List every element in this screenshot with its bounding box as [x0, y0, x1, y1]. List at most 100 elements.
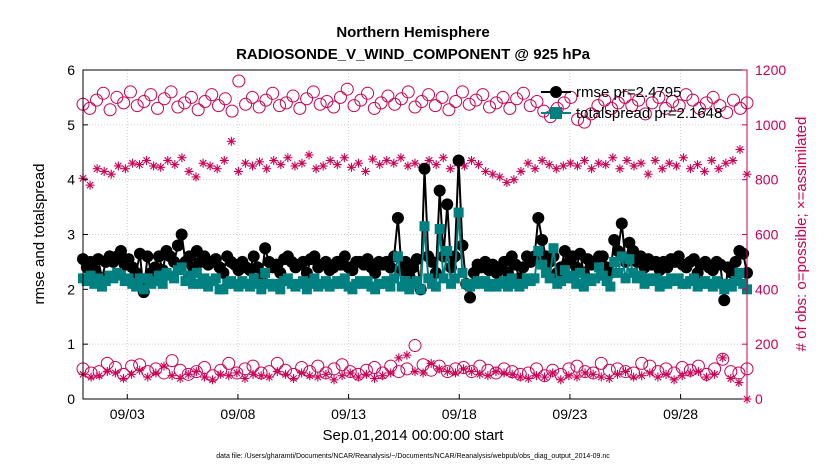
- assimilated-point: [410, 367, 420, 377]
- y-axis-label-right: # of obs: o=possible; ×=assimilated: [793, 117, 810, 352]
- totalspread-point: [457, 267, 468, 278]
- assimilated-point: [588, 369, 598, 379]
- totalspread-point: [430, 281, 441, 292]
- possible-point: [340, 82, 354, 96]
- totalspread-point: [597, 270, 608, 281]
- right-tick-label: 800: [755, 172, 779, 188]
- possible-point: [598, 93, 612, 107]
- x-tick-labels: 09/03 09/08 09/13 09/18 09/23 09/28: [110, 406, 699, 422]
- totalspread-point: [256, 284, 267, 295]
- assimilated-point: [502, 177, 512, 187]
- assimilated-point: [483, 371, 493, 381]
- assimilated-point: [264, 372, 274, 382]
- assimilated-point: [167, 371, 177, 381]
- assimilated-point: [637, 371, 647, 381]
- assimilated-point: [622, 155, 632, 165]
- left-tick-labels: 0 1 2 3 4 5 6: [67, 62, 75, 407]
- assimilated-point: [491, 367, 501, 377]
- totalspread-point: [385, 281, 396, 292]
- possible-point: [319, 366, 333, 380]
- possible-point: [259, 93, 273, 107]
- possible-point: [638, 107, 652, 121]
- possible-point: [171, 100, 185, 114]
- assimilated-point: [396, 153, 406, 163]
- assimilated-point: [677, 371, 687, 381]
- possible-point: [435, 90, 449, 104]
- assimilated-point: [604, 373, 614, 383]
- assimilated-point: [544, 160, 554, 170]
- assimilated-point: [305, 371, 315, 381]
- assimilated-point: [313, 372, 323, 382]
- assimilated-point: [523, 158, 533, 168]
- totalspread-point: [233, 281, 244, 292]
- assimilated-point: [177, 153, 187, 163]
- assimilated-point: [183, 369, 193, 379]
- possible-point: [293, 101, 307, 115]
- totalspread-point: [688, 273, 699, 284]
- totalspread-point: [650, 273, 661, 284]
- assimilated-point: [386, 368, 396, 378]
- legend-rmse-marker: [550, 86, 562, 98]
- assimilated-point: [142, 155, 152, 165]
- assimilated-point: [321, 369, 331, 379]
- right-tick-label: 200: [755, 336, 779, 352]
- totalspread-point: [203, 281, 214, 292]
- possible-point: [381, 89, 395, 103]
- left-tick-label: 4: [67, 172, 75, 188]
- assimilated-point: [219, 155, 229, 165]
- totalspread-point: [396, 281, 407, 292]
- assimilated-point: [657, 164, 667, 174]
- assimilated-point: [530, 164, 540, 174]
- possible-point: [455, 85, 469, 99]
- rmse-point: [418, 162, 431, 175]
- assimilated-point: [118, 373, 128, 383]
- totalspread-point: [400, 276, 411, 287]
- assimilated-point: [102, 367, 112, 377]
- rmse-point: [718, 294, 731, 307]
- totalspread-point: [518, 278, 529, 289]
- assimilated-point: [558, 161, 568, 171]
- rmse-spread-series: [77, 154, 753, 307]
- possible-point: [245, 90, 259, 104]
- assimilated-point: [434, 364, 444, 374]
- totalspread-point: [305, 278, 316, 289]
- totalspread-point: [639, 278, 650, 289]
- possible-point: [457, 360, 471, 374]
- assimilated-point: [551, 164, 561, 174]
- totalspread-point: [734, 267, 745, 278]
- possible-point: [476, 88, 490, 102]
- assimilated-point: [601, 160, 611, 170]
- rmse-point: [247, 250, 260, 263]
- totalspread-point: [169, 273, 180, 284]
- totalspread-point: [210, 273, 221, 284]
- assimilated-point: [693, 160, 703, 170]
- assimilated-point: [499, 368, 509, 378]
- totalspread-point: [624, 254, 635, 265]
- grid-lines: [83, 69, 747, 400]
- possible-point: [716, 352, 730, 366]
- rmse-point: [171, 239, 184, 252]
- rmse-point: [441, 198, 454, 211]
- possible-point: [313, 97, 327, 111]
- assimilated-point: [99, 166, 109, 176]
- rmse-point: [532, 212, 545, 225]
- totalspread-point: [381, 276, 392, 287]
- possible-point: [496, 90, 510, 104]
- assimilated-point: [418, 368, 428, 378]
- totalspread-point: [480, 276, 491, 287]
- totalspread-point: [544, 273, 555, 284]
- totalspread-point: [320, 276, 331, 287]
- assimilated-point: [325, 155, 335, 165]
- assimilated-point: [375, 160, 385, 170]
- assimilated-point: [92, 164, 102, 174]
- totalspread-point: [529, 273, 540, 284]
- assimilated-point: [475, 369, 485, 379]
- possible-point: [218, 92, 232, 106]
- assimilated-point: [580, 368, 590, 378]
- possible-point: [659, 101, 673, 115]
- totalspread-point: [537, 259, 548, 270]
- rmse-point: [426, 255, 439, 268]
- rmse-point: [338, 250, 351, 263]
- x-tick-label: 09/03: [110, 406, 145, 422]
- rmse-point: [433, 184, 446, 197]
